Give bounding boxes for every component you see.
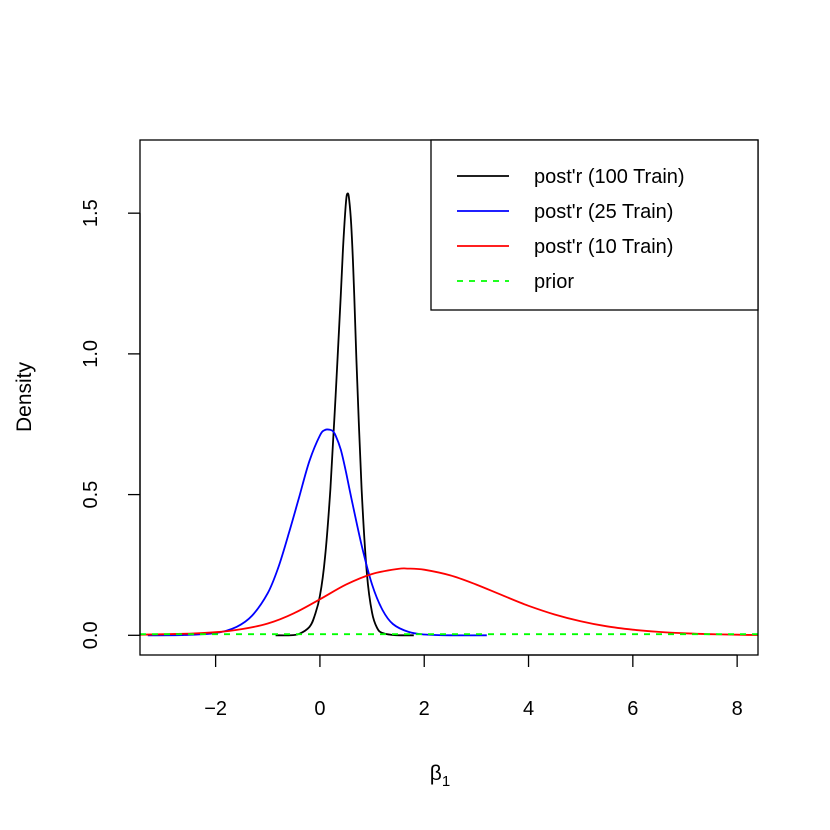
y-tick-label: 0.5 bbox=[80, 481, 102, 509]
y-tick-label: 1.0 bbox=[80, 340, 102, 368]
y-axis: 0.0 0.5 1.0 1.5 bbox=[80, 199, 141, 649]
x-axis: −2 0 2 4 6 8 bbox=[204, 654, 743, 720]
series-line-1 bbox=[147, 428, 487, 637]
legend-label-2: post'r (10 Train) bbox=[534, 236, 673, 258]
x-tick-label: 8 bbox=[732, 698, 743, 720]
series-line-0 bbox=[275, 192, 414, 637]
legend: post'r (100 Train) post'r (25 Train) post'… bbox=[430, 139, 759, 311]
legend-label-0: post'r (100 Train) bbox=[534, 166, 685, 188]
x-axis-title-main: β bbox=[430, 762, 442, 785]
x-tick-label: 6 bbox=[627, 698, 638, 720]
legend-label-1: post'r (25 Train) bbox=[534, 201, 673, 223]
y-tick-label: 0.0 bbox=[80, 621, 102, 649]
curves-layer bbox=[140, 192, 758, 637]
series-line-2 bbox=[140, 567, 758, 636]
x-tick-label: −2 bbox=[204, 698, 227, 720]
x-axis-title: β1 bbox=[430, 762, 450, 790]
y-axis-title: Density bbox=[13, 361, 36, 432]
legend-label-3: prior bbox=[534, 271, 574, 293]
x-tick-label: 2 bbox=[419, 698, 430, 720]
x-tick-label: 4 bbox=[523, 698, 534, 720]
y-tick-label: 1.5 bbox=[80, 199, 102, 227]
x-tick-label: 0 bbox=[314, 698, 325, 720]
x-axis-title-subscript: 1 bbox=[442, 773, 450, 790]
